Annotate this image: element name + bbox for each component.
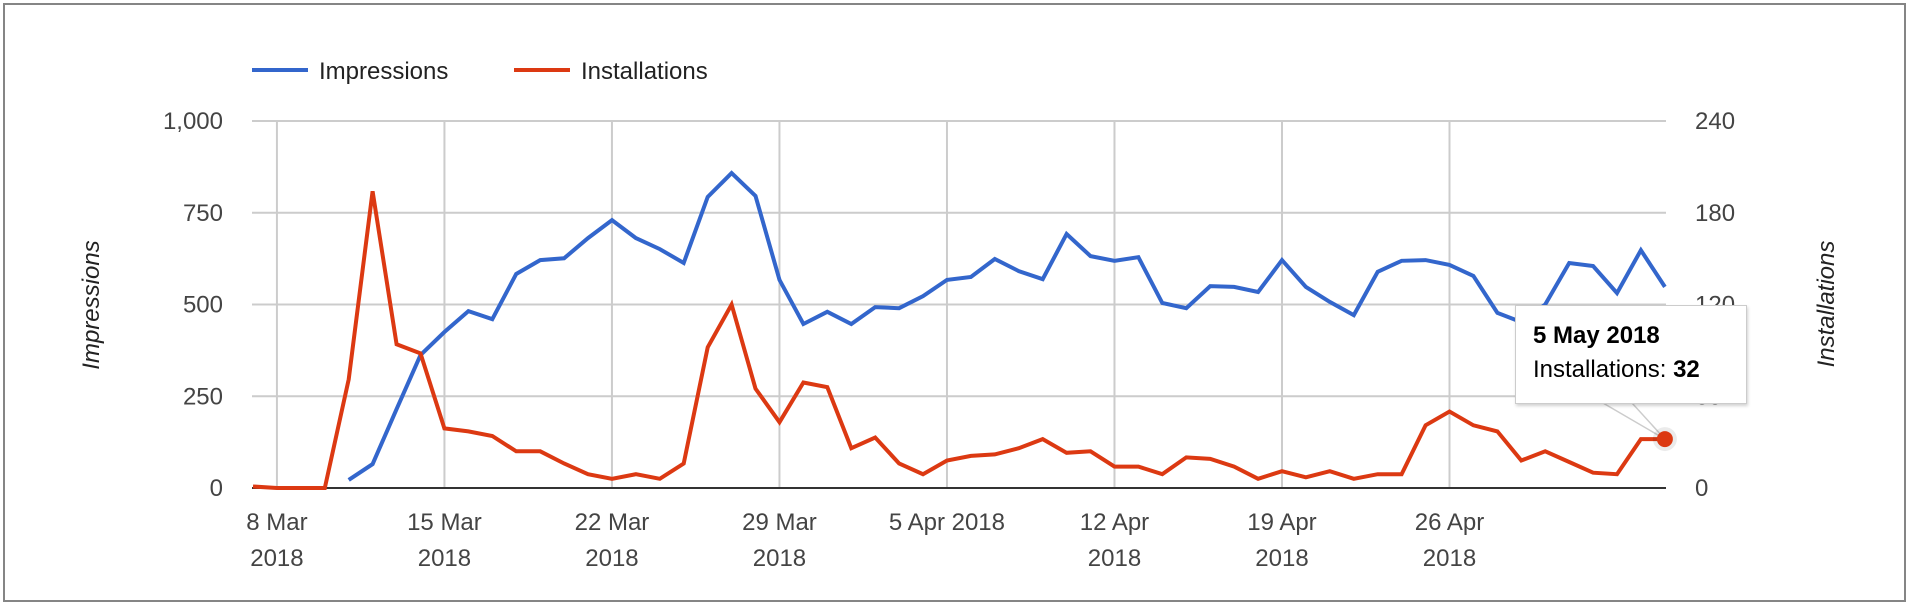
left-tick-label: 1,000 — [163, 108, 223, 135]
x-tick-label: 5 Apr 2018 — [889, 509, 1005, 536]
tooltip-row: Installations: 32 — [1533, 352, 1746, 388]
x-tick-label: 8 Mar — [246, 509, 307, 536]
x-tick-label: 22 Mar — [575, 509, 650, 536]
x-tick-label: 15 Mar — [407, 509, 482, 536]
right-tick-label: 180 — [1695, 200, 1735, 227]
left-tick-label: 250 — [183, 383, 223, 410]
x-tick-label-year: 2018 — [250, 545, 303, 572]
right-tick-label: 240 — [1695, 108, 1735, 135]
left-axis-ticks: 0 250 500 750 1,000 — [163, 108, 223, 502]
series-line-impressions — [347, 170, 1667, 482]
left-axis-title: Impressions — [78, 240, 105, 369]
x-tick-label-year: 2018 — [1088, 545, 1141, 572]
x-tick-label-year: 2018 — [1255, 545, 1308, 572]
x-tick-label: 26 Apr — [1415, 509, 1484, 536]
x-tick-label: 19 Apr — [1247, 509, 1316, 536]
x-axis-ticks: 8 Mar 2018 15 Mar 2018 22 Mar 2018 29 Mar 2018 5… — [246, 509, 1484, 572]
left-tick-label: 0 — [210, 475, 223, 502]
left-tick-label: 500 — [183, 292, 223, 319]
x-tick-label-year: 2018 — [753, 545, 806, 572]
tooltip-title: 5 May 2018 — [1533, 322, 1660, 349]
left-tick-label: 750 — [183, 200, 223, 227]
horizontal-gridlines — [252, 120, 1666, 398]
vertical-gridlines — [275, 121, 1451, 488]
tooltip-value: 32 — [1673, 356, 1700, 383]
x-tick-label-year: 2018 — [585, 545, 638, 572]
x-tick-label: 29 Mar — [742, 509, 817, 536]
legend-item-installations[interactable]: Installations — [514, 58, 708, 85]
series-lines — [252, 170, 1667, 490]
point-marker[interactable] — [1656, 431, 1673, 448]
series-line-installations — [252, 190, 1665, 490]
right-tick-label: 0 — [1695, 475, 1708, 502]
x-tick-label-year: 2018 — [418, 545, 471, 572]
legend-label-impressions: Impressions — [319, 58, 448, 85]
legend-item-impressions[interactable]: Impressions — [252, 58, 448, 85]
focused-data-point[interactable] — [1652, 427, 1677, 452]
x-tick-label: 12 Apr — [1080, 509, 1149, 536]
legend-label-installations: Installations — [581, 58, 708, 85]
legend: Impressions Installations — [252, 58, 708, 85]
tooltip: 5 May 2018 Installations: 32 — [1515, 305, 1747, 404]
tooltip-label: Installations: — [1533, 356, 1667, 383]
right-axis-title: Installations — [1813, 241, 1840, 368]
x-tick-label-year: 2018 — [1423, 545, 1476, 572]
chart-frame — [3, 3, 1906, 602]
